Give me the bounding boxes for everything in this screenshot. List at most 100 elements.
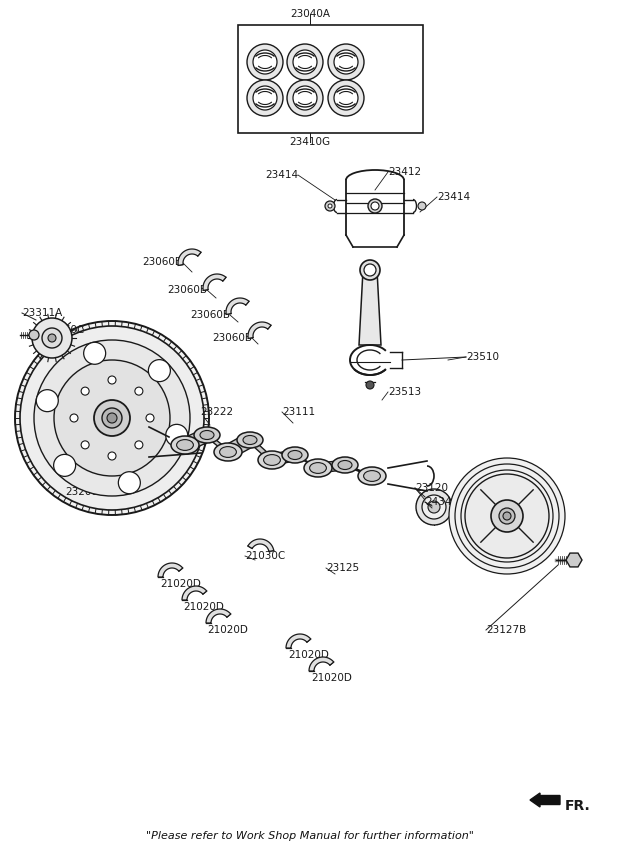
Circle shape (81, 388, 89, 395)
Polygon shape (566, 553, 582, 567)
Circle shape (499, 508, 515, 524)
Polygon shape (242, 436, 280, 464)
Polygon shape (158, 563, 183, 577)
Circle shape (293, 86, 317, 110)
Text: 23120: 23120 (415, 483, 448, 493)
Polygon shape (310, 461, 353, 472)
Text: 23060B: 23060B (167, 285, 207, 295)
Circle shape (253, 86, 277, 110)
Circle shape (32, 318, 72, 358)
Text: 23414: 23414 (437, 192, 470, 202)
Circle shape (428, 501, 440, 513)
Text: 23513: 23513 (388, 387, 421, 397)
Text: 21020D: 21020D (183, 602, 224, 612)
Circle shape (94, 400, 130, 436)
Circle shape (366, 381, 374, 389)
Text: "Please refer to Work Shop Manual for further information": "Please refer to Work Shop Manual for fu… (146, 831, 474, 841)
Text: 24560C: 24560C (44, 325, 84, 335)
Polygon shape (287, 451, 326, 472)
Polygon shape (248, 322, 271, 338)
Circle shape (247, 44, 283, 80)
Text: 23127B: 23127B (486, 625, 526, 635)
Circle shape (328, 204, 332, 208)
Ellipse shape (171, 436, 199, 454)
Polygon shape (309, 657, 334, 671)
Circle shape (81, 441, 89, 449)
Bar (238, 25, 423, 133)
Circle shape (135, 441, 143, 449)
Polygon shape (199, 431, 236, 456)
Circle shape (20, 326, 204, 510)
Ellipse shape (219, 447, 236, 457)
Circle shape (422, 495, 446, 519)
Ellipse shape (288, 450, 302, 460)
Polygon shape (203, 274, 226, 290)
Text: 23060B: 23060B (212, 333, 252, 343)
Circle shape (34, 340, 190, 496)
Circle shape (247, 80, 283, 116)
Text: 23040A: 23040A (290, 9, 330, 19)
Circle shape (334, 50, 358, 74)
Circle shape (108, 376, 116, 384)
Circle shape (253, 50, 277, 74)
Ellipse shape (243, 436, 257, 444)
Text: 23200D: 23200D (65, 487, 106, 497)
Polygon shape (206, 609, 231, 623)
FancyArrow shape (530, 793, 560, 807)
Ellipse shape (194, 427, 220, 443)
Circle shape (325, 201, 335, 211)
Polygon shape (359, 270, 381, 345)
Ellipse shape (309, 463, 326, 473)
Circle shape (108, 452, 116, 460)
Text: 23510: 23510 (466, 352, 499, 362)
Text: 23111: 23111 (282, 407, 315, 417)
Circle shape (328, 44, 364, 80)
Circle shape (364, 264, 376, 276)
Ellipse shape (177, 439, 193, 450)
Circle shape (449, 458, 565, 574)
Circle shape (368, 199, 382, 213)
Polygon shape (220, 436, 258, 456)
Ellipse shape (214, 443, 242, 461)
Circle shape (418, 202, 426, 210)
Ellipse shape (282, 447, 308, 463)
Text: 24340: 24340 (425, 497, 458, 507)
Circle shape (118, 471, 140, 494)
Text: 21020D: 21020D (207, 625, 248, 635)
Circle shape (465, 474, 549, 558)
Text: 23410G: 23410G (290, 137, 330, 147)
Circle shape (84, 343, 105, 365)
Text: 21030C: 21030C (245, 551, 285, 561)
Text: 23222: 23222 (200, 407, 233, 417)
Polygon shape (226, 298, 249, 315)
Text: 23060B: 23060B (190, 310, 230, 320)
Polygon shape (177, 431, 215, 449)
Ellipse shape (363, 471, 381, 482)
Circle shape (54, 360, 170, 476)
Circle shape (287, 80, 323, 116)
Circle shape (166, 424, 188, 446)
Circle shape (287, 44, 323, 80)
Circle shape (70, 414, 78, 422)
Text: 21020D: 21020D (288, 650, 329, 660)
Circle shape (360, 260, 380, 280)
Ellipse shape (200, 431, 214, 439)
Ellipse shape (264, 455, 280, 466)
Circle shape (328, 80, 364, 116)
Circle shape (29, 330, 39, 340)
Ellipse shape (338, 460, 352, 470)
Circle shape (48, 334, 56, 342)
Circle shape (53, 455, 76, 477)
Text: 21020D: 21020D (160, 579, 201, 589)
Polygon shape (337, 461, 380, 480)
Circle shape (135, 388, 143, 395)
Polygon shape (178, 249, 201, 265)
Circle shape (102, 408, 122, 428)
Text: 23311A: 23311A (22, 308, 62, 318)
Ellipse shape (332, 457, 358, 473)
Circle shape (334, 86, 358, 110)
Circle shape (371, 202, 379, 210)
Ellipse shape (358, 467, 386, 485)
Polygon shape (264, 451, 303, 464)
Text: FR.: FR. (565, 799, 591, 813)
